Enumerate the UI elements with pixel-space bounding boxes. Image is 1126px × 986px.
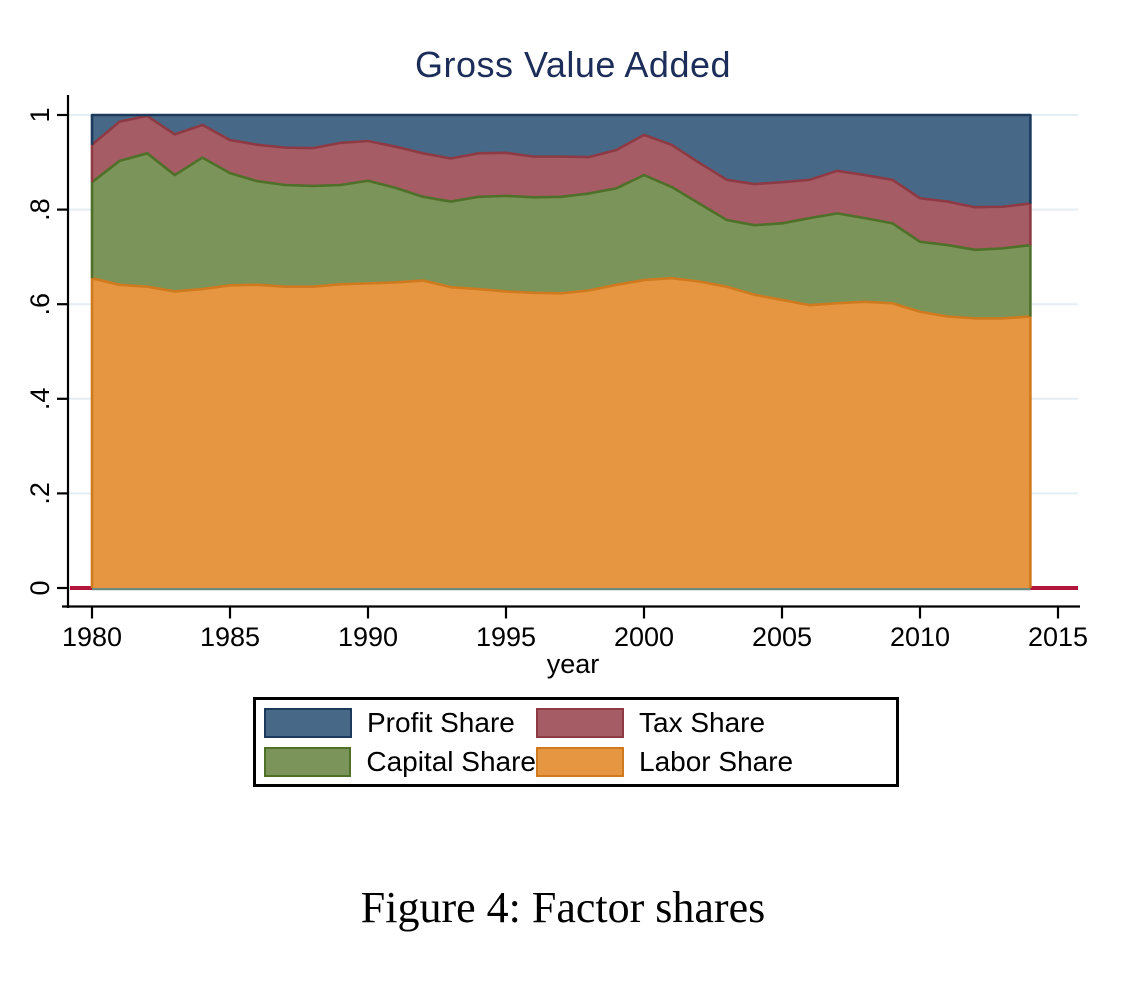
stacked-area-chart: 0 .2 .4 .6 .8 1 1980 1985 1990 1995 2000 2005 2010 20… — [25, 95, 1088, 652]
x-tick-label: 2005 — [752, 622, 812, 652]
legend-item-capital-share: Capital Share — [264, 746, 536, 778]
legend-swatch-profit-share — [264, 707, 352, 738]
x-axis-ticks: 1980 1985 1990 1995 2000 2005 2010 2015 — [62, 606, 1088, 652]
y-tick-label: .4 — [25, 388, 55, 411]
legend-label: Profit Share — [367, 706, 515, 738]
x-axis-title: year — [546, 649, 600, 679]
legend-item-labor-share: Labor Share — [536, 746, 896, 778]
area-borders — [90, 113, 1032, 588]
legend-item-tax-share: Tax Share — [536, 707, 896, 739]
x-tick-label: 1990 — [338, 622, 398, 652]
legend: Profit Share Tax Share Capital Share Labor … — [253, 697, 899, 787]
area-capital-share — [92, 153, 1031, 319]
border-tax-share — [90, 114, 1032, 246]
chart-title: Gross Value Added — [414, 44, 732, 85]
y-tick-label: .2 — [25, 482, 55, 505]
y-axis-ticks: 0 .2 .4 .6 .8 1 — [25, 107, 68, 596]
legend-label: Tax Share — [639, 706, 766, 738]
y-tick-label: .6 — [25, 293, 55, 316]
x-tick-label: 2015 — [1028, 622, 1088, 652]
legend-swatch-tax-share — [536, 707, 624, 738]
y-tick-label: .8 — [25, 198, 55, 221]
x-tick-label: 1985 — [200, 622, 260, 652]
legend-swatch-labor-share — [536, 746, 624, 777]
area-tax-share — [92, 115, 1031, 250]
border-labor-share — [90, 276, 1032, 588]
axes — [62, 95, 1080, 608]
area-fills — [92, 115, 1031, 588]
legend-label: Labor Share — [639, 745, 794, 777]
border-profit-share — [90, 113, 1032, 204]
x-tick-label: 1980 — [62, 622, 122, 652]
legend-swatch-capital-share — [264, 746, 352, 777]
legend-item-profit-share: Profit Share — [264, 707, 536, 739]
area-labor-share — [92, 278, 1031, 588]
x-tick-label: 2010 — [890, 622, 950, 652]
area-profit-share — [92, 115, 1031, 208]
y-tick-label: 1 — [25, 107, 55, 122]
x-tick-label: 2000 — [614, 622, 674, 652]
legend-label: Capital Share — [366, 745, 536, 777]
x-tick-label: 1995 — [476, 622, 536, 652]
figure-caption: Figure 4: Factor shares — [360, 883, 766, 932]
y-tick-label: 0 — [25, 580, 55, 595]
border-capital-share — [90, 152, 1032, 317]
